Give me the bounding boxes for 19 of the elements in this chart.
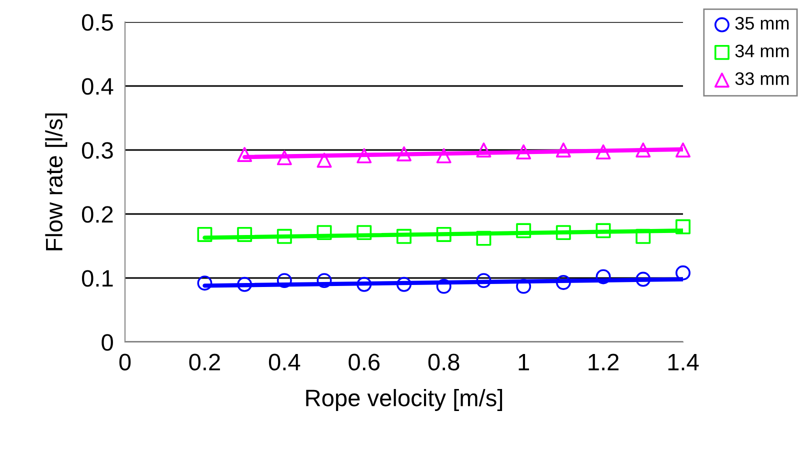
x-tick-label: 1 — [518, 354, 529, 370]
x-tick-label: 0 — [119, 354, 131, 370]
x-tick-label: 0.2 — [189, 354, 220, 370]
x-tick-label: 1.4 — [668, 354, 699, 370]
y-tick-label: 0.5 — [82, 14, 113, 31]
x-tick-label: 1.2 — [588, 354, 619, 370]
legend-label: 35 mm — [735, 16, 789, 30]
x-tick-label: 0.8 — [428, 354, 460, 370]
y-tick-label: 0 — [102, 334, 113, 351]
y-tick-label: 0.2 — [82, 206, 113, 223]
x-tick-label: 0.6 — [348, 354, 380, 370]
legend-label: 34 mm — [735, 44, 789, 58]
x-axis-title: Rope velocity [m/s] — [306, 389, 502, 412]
y-tick-label: 0.4 — [82, 78, 114, 95]
legend-label: 33 mm — [735, 72, 789, 86]
y-tick-label: 0.1 — [82, 270, 113, 287]
y-axis-title: Flow rate [l/s] — [45, 113, 68, 250]
x-tick-label: 0.4 — [268, 354, 300, 370]
y-tick-label: 0.3 — [82, 142, 113, 159]
